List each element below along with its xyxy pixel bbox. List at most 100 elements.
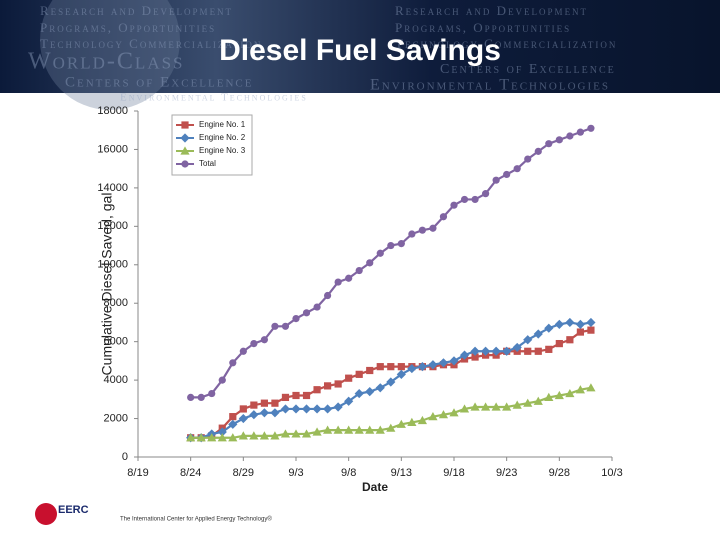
data-point — [428, 360, 438, 370]
data-point — [271, 399, 279, 407]
data-point — [302, 309, 311, 317]
data-point — [324, 382, 332, 390]
x-tick-label: 9/23 — [496, 467, 517, 479]
data-point — [481, 346, 491, 356]
data-point — [365, 387, 375, 397]
data-point — [186, 433, 196, 442]
data-point — [323, 404, 333, 414]
data-point — [407, 363, 417, 374]
data-point — [228, 433, 238, 442]
x-tick-label: 9/8 — [341, 467, 356, 479]
data-point — [586, 317, 596, 328]
data-point — [544, 392, 554, 402]
data-point — [502, 346, 512, 356]
data-point — [218, 376, 226, 384]
data-point — [459, 350, 470, 360]
data-point — [396, 369, 406, 379]
data-point — [471, 195, 479, 204]
data-point — [354, 388, 364, 399]
data-point — [239, 405, 247, 413]
data-point — [259, 431, 269, 440]
y-tick-label: 6000 — [104, 336, 128, 348]
y-tick-label: 0 — [122, 451, 128, 463]
data-point — [334, 278, 342, 286]
data-point — [354, 425, 364, 434]
data-point — [229, 413, 237, 421]
data-point — [575, 319, 585, 329]
data-point — [345, 274, 353, 282]
banner-text: Environmental Technologies — [370, 77, 610, 94]
data-point — [429, 224, 437, 232]
data-point — [238, 413, 248, 424]
data-point — [428, 412, 438, 421]
data-point — [217, 433, 227, 442]
data-point — [503, 170, 511, 179]
banner-text: Research and Development — [40, 3, 233, 18]
banner-text: Programs, Opportunities — [395, 20, 571, 35]
legend-label: Engine No. 3 — [199, 146, 246, 155]
data-point — [396, 419, 406, 428]
data-point — [270, 431, 280, 440]
data-point — [534, 347, 542, 355]
data-point — [587, 124, 595, 132]
data-point — [513, 165, 521, 173]
data-point — [565, 388, 575, 398]
data-point — [512, 342, 522, 353]
data-point — [333, 425, 343, 434]
data-point — [534, 147, 542, 155]
data-point — [418, 226, 426, 234]
data-point — [375, 425, 385, 434]
data-point — [292, 391, 300, 400]
legend-label: Engine No. 1 — [199, 120, 246, 129]
data-point — [523, 398, 533, 407]
data-point — [523, 335, 533, 345]
data-point — [249, 410, 259, 420]
data-point — [291, 429, 301, 438]
data-point — [208, 389, 216, 398]
data-point — [196, 433, 206, 442]
data-point — [228, 419, 238, 429]
banner-text: Centers of Excellence — [440, 62, 616, 77]
banner-text: Environmental Technologies — [120, 92, 308, 104]
data-point — [376, 363, 384, 371]
data-point — [407, 417, 417, 426]
data-point — [270, 408, 280, 418]
y-tick-label: 12000 — [97, 220, 128, 232]
x-axis-label: Date — [362, 480, 388, 494]
y-tick-label: 18000 — [97, 105, 128, 117]
y-tick-label: 16000 — [97, 143, 128, 155]
y-tick-label: 4000 — [104, 374, 128, 386]
data-point — [586, 383, 596, 392]
legend-label: Total — [199, 159, 216, 168]
data-point — [545, 345, 553, 353]
data-point — [250, 401, 258, 409]
banner — [0, 0, 720, 93]
legend-marker — [181, 160, 189, 168]
data-point — [459, 404, 470, 413]
data-point — [280, 404, 291, 414]
data-point — [449, 408, 459, 417]
data-point — [386, 423, 396, 432]
banner-text: Technology Commercialization — [395, 36, 617, 51]
data-point — [197, 393, 205, 402]
data-point — [449, 356, 459, 366]
data-point — [324, 291, 332, 300]
data-point — [438, 358, 449, 368]
legend-marker — [180, 146, 190, 155]
data-point — [366, 259, 374, 267]
data-point — [439, 213, 448, 221]
data-point — [554, 319, 564, 329]
data-point — [555, 339, 563, 348]
data-point — [524, 155, 532, 163]
data-point — [576, 328, 584, 336]
data-point — [259, 408, 269, 418]
data-point — [512, 400, 522, 409]
data-point — [376, 249, 384, 257]
data-point — [502, 402, 512, 411]
data-point — [587, 326, 595, 334]
data-point — [575, 385, 585, 394]
data-point — [260, 336, 268, 344]
data-point — [387, 241, 395, 250]
banner-text: World-Class — [28, 49, 185, 75]
